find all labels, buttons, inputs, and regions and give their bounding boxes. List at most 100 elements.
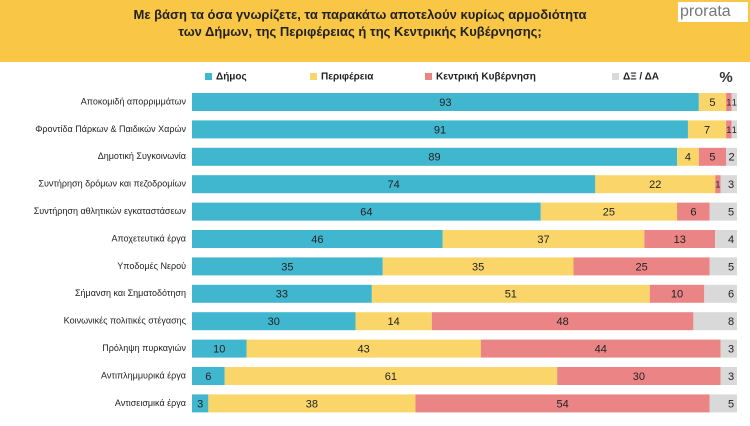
title-box: Με βάση τα όσα γνωρίζετε, τα παρακάτω απ… xyxy=(133,7,587,39)
value-label: 30 xyxy=(633,371,645,383)
legend-label: Δήμος xyxy=(216,72,247,83)
bar-segment xyxy=(731,120,737,139)
bar-segment xyxy=(573,257,710,276)
value-label: 3 xyxy=(728,179,734,191)
category-label: Συντήρηση δρόμων και πεζοδρομίων xyxy=(38,179,186,189)
category-label: Αντισεισμικά έργα xyxy=(115,398,186,408)
value-label: 25 xyxy=(603,207,615,219)
bar-segment xyxy=(192,202,541,221)
bar-segment xyxy=(726,120,732,139)
value-label: 6 xyxy=(728,289,734,301)
bar-segment xyxy=(704,284,737,303)
bar-segment xyxy=(192,339,247,358)
legend-swatch xyxy=(310,73,317,80)
bar-segment xyxy=(192,312,356,331)
value-label: 46 xyxy=(311,234,323,246)
value-label: 10 xyxy=(671,289,683,301)
bar-segment xyxy=(431,312,694,331)
header-band xyxy=(0,0,750,62)
value-label: 30 xyxy=(268,316,280,328)
value-label: 51 xyxy=(505,289,517,301)
brand: prorata xyxy=(680,3,731,20)
category-label: Κοινωνικές πολιτικές στέγασης xyxy=(64,316,187,326)
bar-segment xyxy=(644,230,716,248)
value-label: 7 xyxy=(704,124,710,136)
value-label: 1 xyxy=(732,97,737,107)
value-label: 93 xyxy=(439,97,451,109)
bar-segment xyxy=(442,230,645,248)
value-label: 5 xyxy=(709,97,715,109)
value-label: 54 xyxy=(556,398,568,410)
bar-segment xyxy=(192,367,225,385)
value-label: 5 xyxy=(728,261,734,273)
bar-segment xyxy=(677,202,710,221)
value-label: 2 xyxy=(728,152,734,164)
bar-segment xyxy=(224,367,558,385)
value-label: 1 xyxy=(726,125,731,135)
legend-label: ΔΞ / ΔΑ xyxy=(623,72,659,83)
bar-segment xyxy=(709,202,737,221)
category-label: Υποδομές Νερού xyxy=(117,261,186,271)
bar-segment xyxy=(709,257,737,276)
category-label: Πρόληψη πυρκαγιών xyxy=(102,343,186,353)
bar-segment xyxy=(208,394,416,413)
value-label: 44 xyxy=(595,344,607,356)
value-label: 10 xyxy=(213,344,225,356)
bar-segment xyxy=(371,284,650,303)
bar-segment xyxy=(731,93,737,111)
bar-segment xyxy=(715,230,737,248)
value-label: 48 xyxy=(556,316,568,328)
bar-segment xyxy=(720,367,737,385)
value-label: 14 xyxy=(388,316,400,328)
bar-segment xyxy=(698,147,727,166)
value-label: 1 xyxy=(732,125,737,135)
bar-segment xyxy=(715,175,721,194)
category-label: Δημοτική Συγκοινωνία xyxy=(98,151,186,161)
bar-segment xyxy=(687,120,727,139)
legend-swatch xyxy=(425,73,432,80)
bar-segment xyxy=(355,312,432,331)
value-label: 1 xyxy=(726,97,731,107)
category-label: Συντήρηση αθλητικών εγκαταστάσεων xyxy=(34,206,187,216)
bar-segment xyxy=(540,202,678,221)
category-label: Σήμανση και Σηματοδότηση xyxy=(75,288,186,298)
value-label: 5 xyxy=(709,152,715,164)
logo-bg xyxy=(678,2,748,22)
value-label: 25 xyxy=(636,261,648,273)
value-label: 35 xyxy=(281,261,293,273)
value-label: 43 xyxy=(358,344,370,356)
bar-segment xyxy=(677,147,699,166)
chart-title: Με βάση τα όσα γνωρίζετε, τα παρακάτω απ… xyxy=(133,7,587,39)
legend-swatch xyxy=(205,73,212,80)
bar-segment xyxy=(557,367,721,385)
value-label: 13 xyxy=(674,234,686,246)
value-label: 3 xyxy=(728,371,734,383)
legend-swatch xyxy=(612,73,619,80)
bar-segment xyxy=(595,175,716,194)
bar-segment xyxy=(709,394,737,413)
value-label: 33 xyxy=(276,289,288,301)
bar-segment xyxy=(693,312,737,331)
legend-label: Κεντρική Κυβέρνηση xyxy=(436,72,536,83)
value-label: 8 xyxy=(728,316,734,328)
bar-segment xyxy=(649,284,705,303)
value-label: 61 xyxy=(385,371,397,383)
value-label: 3 xyxy=(728,344,734,356)
bar-segment xyxy=(726,93,732,111)
category-label: Αντιπλημμυρικά έργα xyxy=(101,370,186,380)
value-label: 1 xyxy=(715,180,720,190)
value-label: 5 xyxy=(728,207,734,219)
bar-segment xyxy=(726,147,737,166)
value-label: 74 xyxy=(388,179,400,191)
legend-label: Περιφέρεια xyxy=(321,72,374,83)
value-label: 4 xyxy=(685,152,691,164)
value-label: 22 xyxy=(649,179,661,191)
value-label: 35 xyxy=(472,261,484,273)
value-label: 91 xyxy=(434,124,446,136)
value-label: 6 xyxy=(205,371,211,383)
unit-label: % xyxy=(719,69,732,86)
value-label: 5 xyxy=(728,398,734,410)
bar-segment xyxy=(192,230,443,248)
value-label: 6 xyxy=(690,207,696,219)
